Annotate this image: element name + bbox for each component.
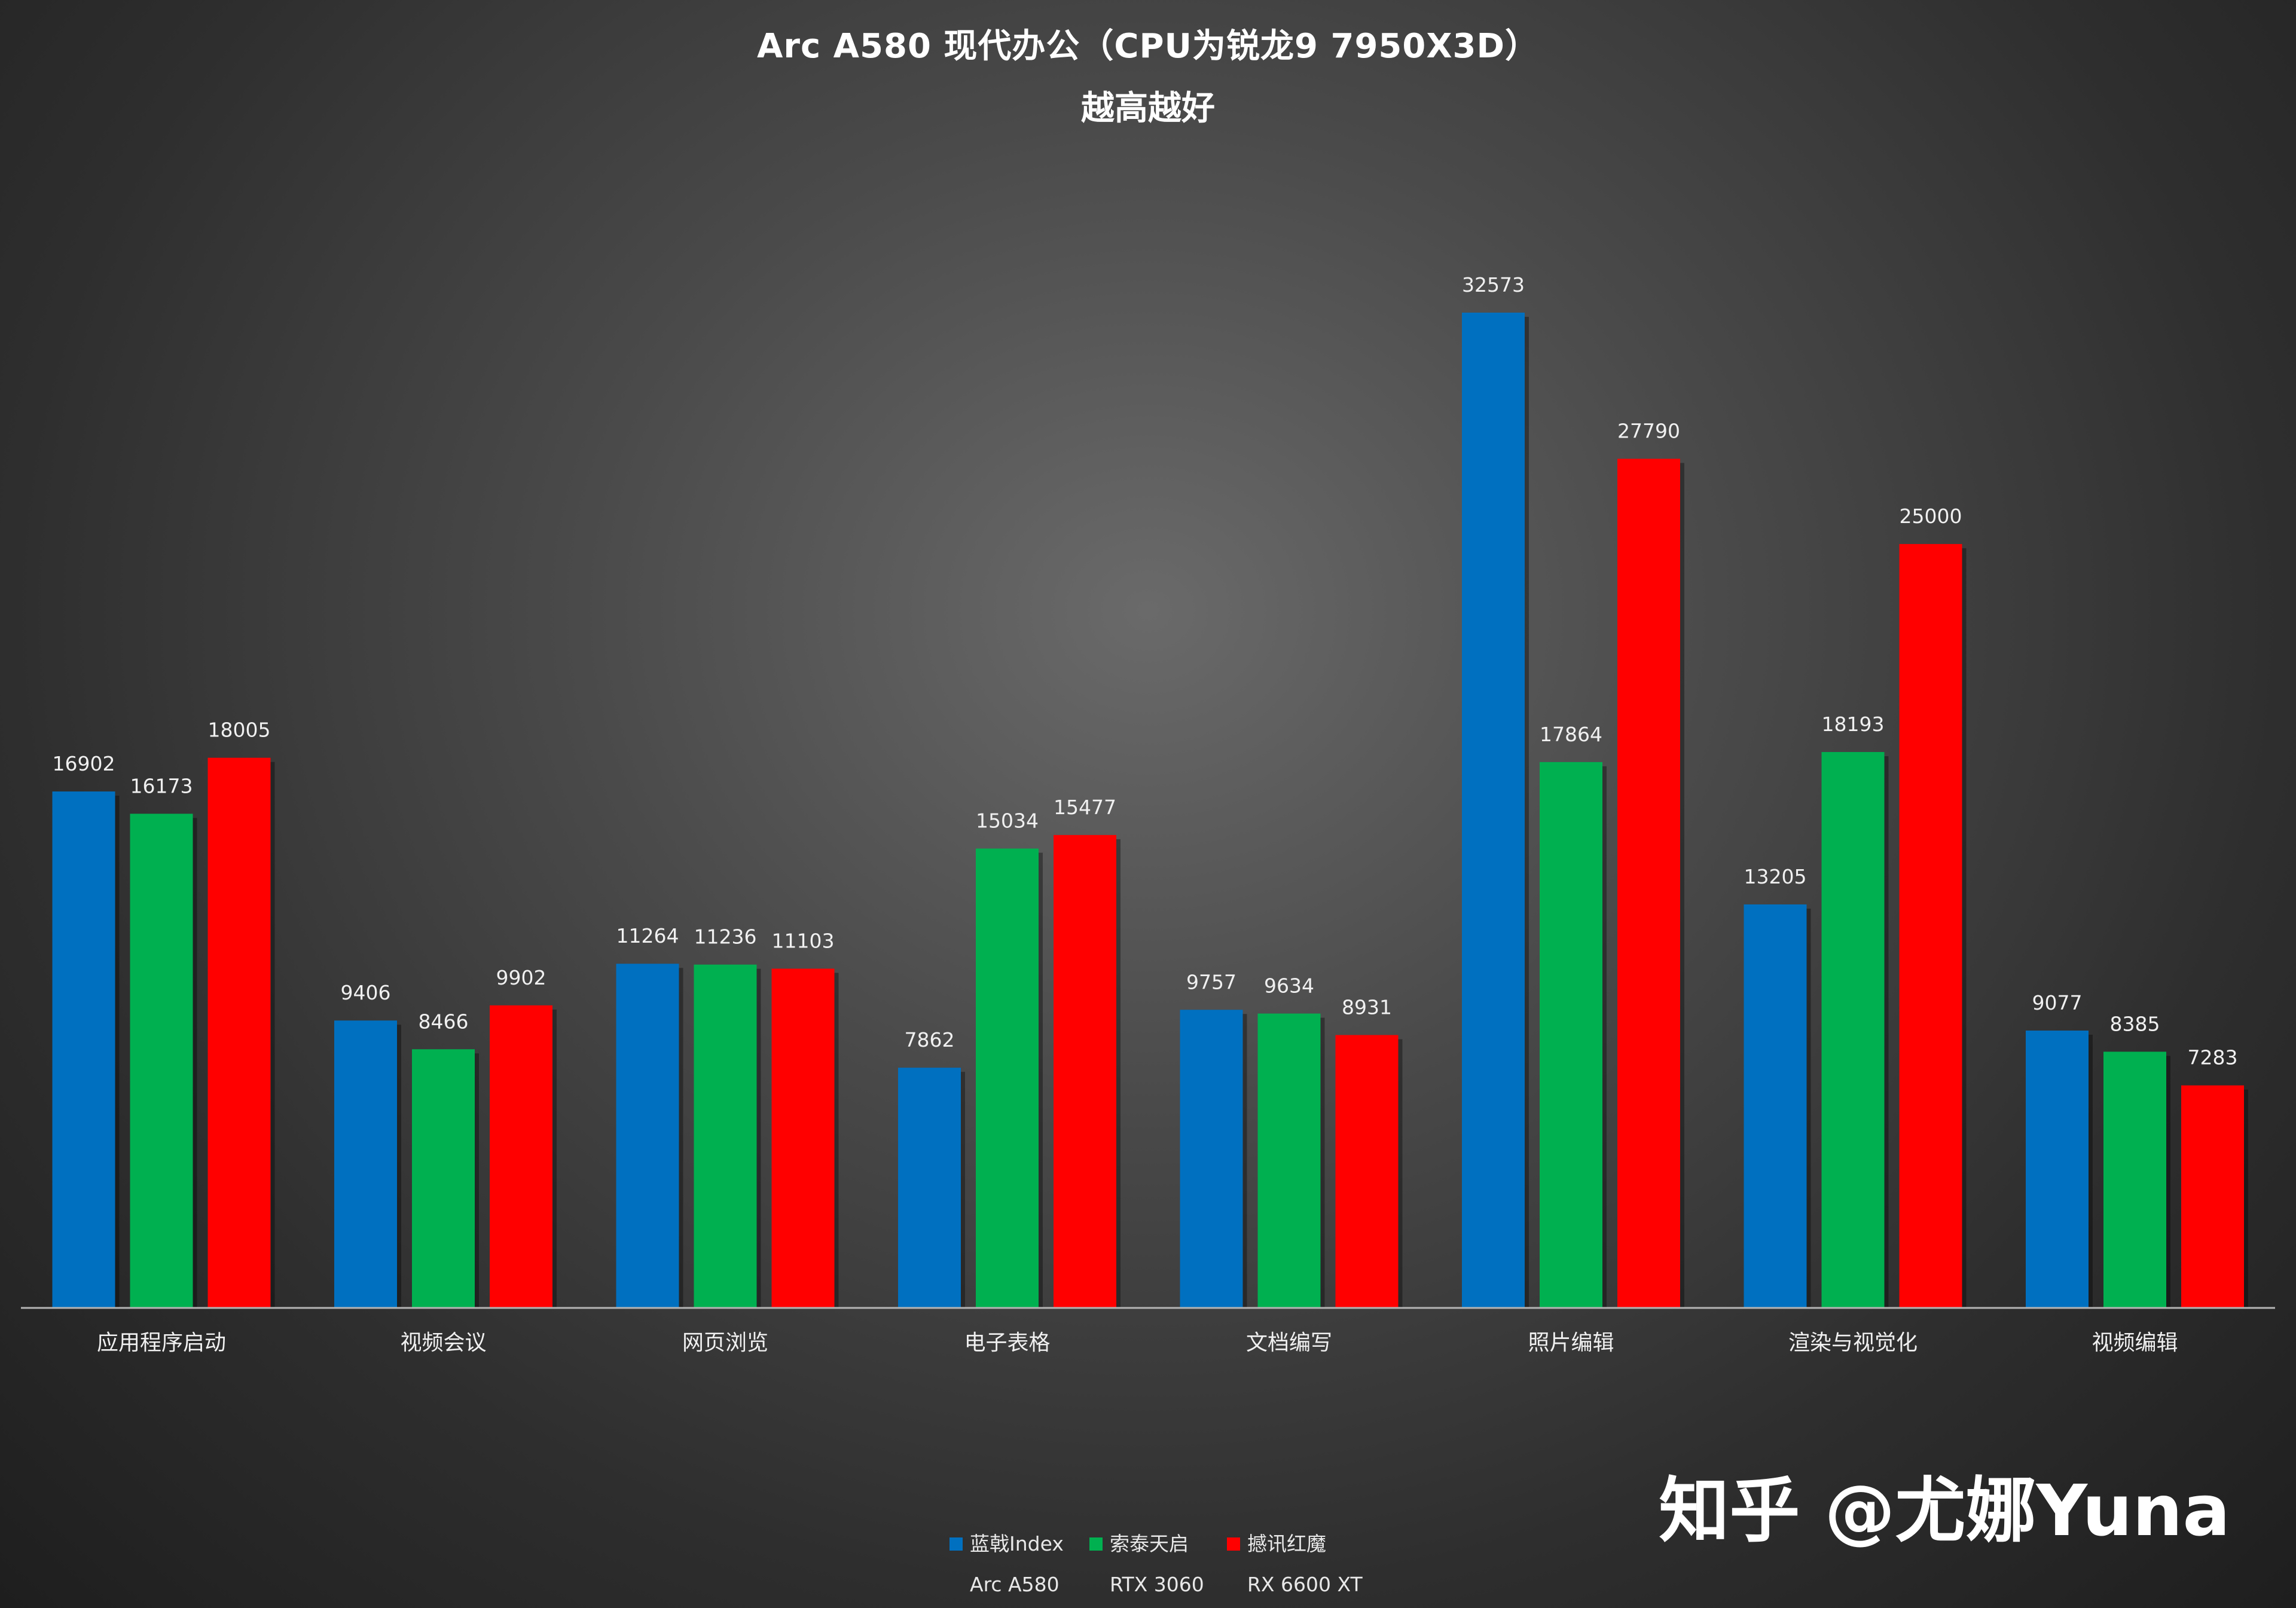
- value-labels-group: 16902 16173 18005 9406 8466 9902 11264 11236 111…: [53, 273, 2238, 1069]
- category-label: 网页浏览: [682, 1331, 768, 1355]
- bar-3-1: [976, 848, 1039, 1308]
- bar-3-2: [1054, 834, 1116, 1308]
- data-label: 16902: [53, 752, 115, 775]
- legend-swatch: [949, 1537, 963, 1551]
- watermark: 知乎 @尤娜Yuna: [1659, 1469, 2230, 1552]
- bar-1-0: [334, 1020, 397, 1308]
- legend-label: 索泰天启: [1110, 1532, 1189, 1555]
- bar-0-2: [207, 757, 271, 1308]
- bar-6-0: [1744, 904, 1807, 1308]
- bar-2-1: [694, 964, 757, 1308]
- bar-4-1: [1257, 1013, 1321, 1308]
- bar-7-1: [2103, 1051, 2166, 1308]
- data-label: 18005: [208, 719, 271, 742]
- bar-2-2: [771, 968, 835, 1308]
- category-label: 渲染与视觉化: [1788, 1331, 1918, 1355]
- data-label: 18193: [1822, 713, 1885, 736]
- category-label: 视频会议: [400, 1331, 486, 1355]
- bar-6-2: [1899, 544, 1962, 1309]
- data-label: 13205: [1744, 865, 1807, 888]
- data-label: 15477: [1054, 796, 1116, 819]
- bar-1-2: [490, 1005, 552, 1308]
- legend-swatch: [1089, 1537, 1103, 1551]
- bar-5-1: [1540, 762, 1602, 1308]
- chart-title: Arc A580 现代办公（CPU为锐龙9 7950X3D）: [757, 27, 1539, 66]
- bar-4-2: [1335, 1035, 1399, 1308]
- data-label: 7283: [2188, 1046, 2238, 1069]
- bar-2-0: [616, 964, 679, 1308]
- bar-4-0: [1180, 1010, 1243, 1308]
- legend: 蓝戟Index Arc A580 索泰天启 RTX 3060 撼讯红魔 RX 6600 X…: [949, 1532, 1363, 1596]
- data-label: 9406: [341, 981, 391, 1004]
- legend-label: 撼讯红魔: [1247, 1532, 1326, 1555]
- category-label: 应用程序启动: [97, 1331, 226, 1355]
- data-label: 27790: [1617, 419, 1680, 442]
- data-label: 25000: [1900, 505, 1962, 528]
- category-label: 照片编辑: [1528, 1331, 1614, 1355]
- bar-3-0: [898, 1068, 961, 1308]
- bar-0-1: [130, 814, 193, 1308]
- data-label: 8931: [1342, 995, 1392, 1019]
- data-label: 9902: [496, 966, 546, 989]
- data-label: 11103: [772, 929, 835, 952]
- data-label: 32573: [1462, 273, 1525, 296]
- category-label: 文档编写: [1246, 1331, 1332, 1355]
- bar-7-0: [2026, 1031, 2089, 1308]
- bar-7-2: [2181, 1085, 2244, 1308]
- data-label: 9077: [2032, 991, 2083, 1014]
- category-labels-group: 应用程序启动 视频会议 网页浏览 电子表格 文档编写 照片编辑 渲染与视觉化 视频编辑: [97, 1331, 2178, 1355]
- data-label: 11236: [694, 925, 757, 949]
- bar-6-1: [1821, 752, 1885, 1308]
- bar-5-2: [1617, 458, 1680, 1309]
- category-label: 电子表格: [964, 1331, 1050, 1355]
- data-label: 9634: [1264, 974, 1314, 998]
- chart-subtitle: 越高越好: [1081, 89, 1215, 128]
- data-label: 16173: [130, 774, 193, 797]
- data-label: 7862: [905, 1028, 955, 1051]
- data-label: 8385: [2110, 1012, 2160, 1035]
- bars-group: [52, 313, 2248, 1309]
- legend-sublabel: RTX 3060: [1110, 1573, 1204, 1596]
- bar-0-0: [52, 791, 115, 1308]
- bar-5-0: [1462, 313, 1525, 1308]
- legend-swatch: [1227, 1537, 1240, 1551]
- data-label: 17864: [1540, 723, 1602, 746]
- data-label: 15034: [976, 809, 1039, 833]
- data-label: 9757: [1186, 970, 1236, 993]
- legend-sublabel: RX 6600 XT: [1247, 1573, 1363, 1596]
- data-label: 8466: [419, 1010, 469, 1033]
- legend-label: 蓝戟Index: [970, 1532, 1064, 1555]
- category-label: 视频编辑: [2092, 1331, 2178, 1355]
- data-label: 11264: [616, 924, 679, 947]
- legend-sublabel: Arc A580: [970, 1573, 1060, 1596]
- bar-1-1: [412, 1049, 475, 1308]
